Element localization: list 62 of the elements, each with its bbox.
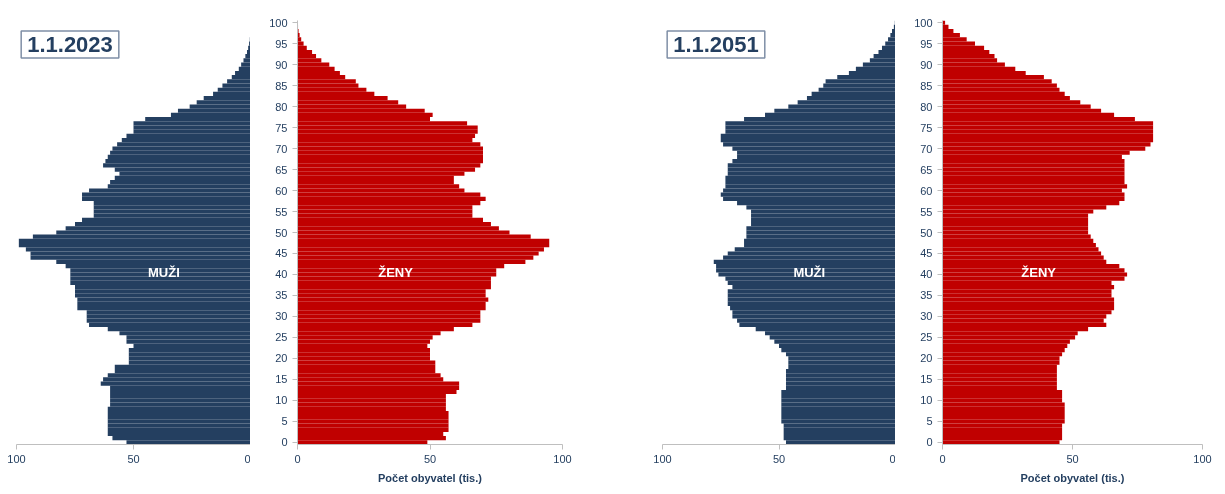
y-tick-label: 40 [275,268,288,281]
x-axis-title: Počet obyvatel (tis.) [378,471,483,484]
y-tick-label: 35 [275,289,288,302]
y-tick-label: 30 [920,310,933,323]
annotation: ŽENY [378,265,414,281]
text: 1.1.2051 [673,32,759,57]
y-tick-label: 0 [926,436,933,449]
y-tick-label: 0 [281,436,288,449]
y-tick-label: 85 [275,79,288,92]
x-tick-label: 100 [7,452,26,465]
y-tick-label: 20 [275,352,288,365]
x-tick-label: 50 [423,452,437,465]
y-tick-label: 100 [269,16,288,29]
y-tick-label: 55 [275,205,288,218]
y-tick-label: 75 [920,121,933,134]
y-tick-label: 75 [275,121,288,134]
y-tick-label: 70 [275,142,288,155]
x-tick-label: 0 [939,452,946,465]
y-tick-label: 60 [920,184,933,197]
annotation: MUŽI [793,265,826,281]
y-tick-label: 90 [275,58,288,71]
y-tick-label: 60 [275,184,288,197]
y-tick-label: 40 [920,268,933,281]
annotation: ŽENY [1021,265,1057,281]
y-tick-label: 25 [920,331,933,344]
y-tick-label: 5 [281,415,288,428]
x-tick-label: 100 [553,452,572,465]
y-tick-label: 15 [275,373,288,386]
x-tick-label: 100 [1193,452,1212,465]
y-tick-label: 15 [920,373,933,386]
y-tick-label: 80 [275,100,288,113]
y-tick-label: 25 [275,331,288,344]
annotation: MUŽI [148,265,180,281]
text: 1.1.2023 [27,32,113,57]
y-tick-label: 95 [920,37,933,50]
y-tick-label: 100 [914,16,933,29]
x-tick-label: 0 [294,452,301,465]
x-tick-label: 50 [772,452,786,465]
x-tick-label: 0 [889,452,896,465]
y-tick-label: 45 [920,247,933,260]
y-tick-label: 10 [275,394,288,407]
y-tick-label: 65 [920,163,933,176]
y-tick-label: 45 [275,247,288,260]
x-tick-label: 50 [127,452,140,465]
x-tick-label: 50 [1066,452,1079,465]
y-tick-label: 35 [920,289,933,302]
y-tick-label: 5 [926,415,933,428]
y-tick-label: 30 [275,310,288,323]
y-tick-label: 50 [275,226,288,239]
y-tick-label: 90 [920,58,933,71]
x-axis-title: Počet obyvatel (tis.) [1020,471,1125,484]
y-tick-label: 85 [920,79,933,92]
y-tick-label: 95 [275,37,288,50]
y-tick-label: 20 [920,352,933,365]
y-tick-label: 10 [920,394,933,407]
x-tick-label: 100 [653,452,672,465]
y-tick-label: 65 [275,163,288,176]
x-tick-label: 0 [244,452,251,465]
y-tick-label: 50 [920,226,933,239]
y-tick-label: 55 [920,205,933,218]
y-tick-label: 70 [920,142,933,155]
y-tick-label: 80 [920,100,933,113]
